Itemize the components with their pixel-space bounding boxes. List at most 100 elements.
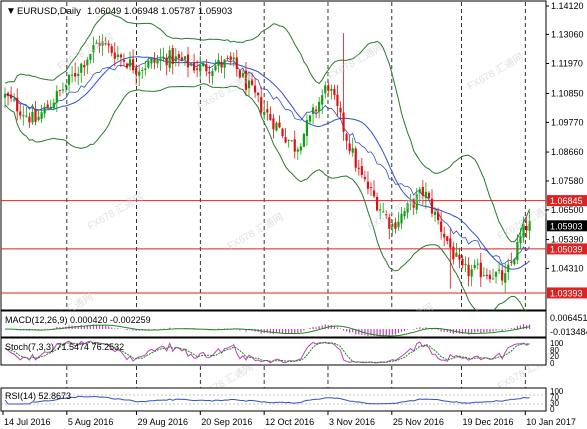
candle-body: [281, 128, 284, 137]
candle-body: [104, 43, 107, 45]
candle-body: [74, 73, 77, 77]
candle-body: [360, 166, 363, 175]
candle-body: [449, 238, 452, 248]
candle-body: [211, 71, 214, 77]
candle-body: [397, 221, 400, 228]
candle-body: [479, 262, 482, 278]
candle-body: [443, 233, 446, 238]
candle-body: [92, 45, 95, 53]
candle-body: [482, 275, 485, 277]
candle-body: [406, 203, 409, 213]
candle-body: [31, 111, 34, 123]
candle-body: [467, 264, 470, 277]
candle-body: [400, 213, 403, 224]
candle-body: [308, 115, 312, 122]
candle-body: [86, 59, 89, 66]
time-tick-label: 5 Aug 2016: [68, 417, 114, 427]
candle-body: [354, 148, 357, 168]
candle-body: [101, 41, 104, 46]
candle-body: [98, 42, 101, 46]
candle-body: [238, 70, 241, 78]
candle-body: [171, 48, 174, 65]
candle-body: [55, 90, 58, 103]
candle-body: [446, 236, 449, 242]
vertical-grid: [66, 2, 526, 411]
candle-body: [250, 79, 254, 85]
candle-body: [150, 58, 153, 64]
macd-tick-low: -0.013484: [550, 327, 587, 337]
candle-body: [46, 104, 49, 108]
candle-body: [491, 278, 495, 280]
rsi-label: RSI(14) 52.8673: [5, 391, 71, 401]
time-tick-label: 29 Aug 2016: [137, 417, 188, 427]
candle-body: [119, 54, 122, 58]
price-panel-frame: [0, 0, 547, 311]
candle-body: [122, 60, 126, 62]
rsi-panel-frame: [0, 387, 547, 412]
last-price-marker: 1.05903: [547, 220, 587, 232]
bollinger-lower: [4, 83, 530, 315]
chart-header-arrow: ▼: [6, 6, 16, 17]
candle-body: [110, 46, 113, 53]
candle-body: [196, 68, 199, 70]
candle-body: [290, 140, 293, 142]
candle-body: [330, 88, 333, 91]
candle-body: [516, 241, 519, 260]
candle-body: [247, 80, 251, 89]
time-tick-label: 19 Dec 2016: [462, 417, 513, 427]
candle-body: [132, 59, 135, 71]
candle-body: [513, 258, 516, 265]
candles: [3, 33, 531, 293]
time-tick-label: 14 Jul 2016: [4, 417, 51, 427]
candle-body: [141, 70, 144, 72]
candle-body: [336, 94, 339, 106]
candle-body: [168, 50, 171, 68]
price-tick-label: 1.09770: [551, 117, 584, 127]
candle-body: [351, 148, 354, 153]
price-tick-label: 1.06500: [551, 205, 584, 215]
candle-body: [49, 106, 52, 110]
candle-body: [174, 56, 177, 62]
candle-body: [403, 211, 406, 217]
candle-body: [421, 186, 424, 196]
candle-body: [473, 264, 476, 269]
horizontal-line-label-box: [547, 195, 587, 207]
candle-body: [476, 263, 479, 265]
candle-body: [13, 99, 16, 101]
candle-body: [342, 112, 345, 132]
rsi-tick-0: 0: [550, 405, 555, 414]
candle-body: [89, 53, 92, 61]
candle-body: [266, 109, 269, 113]
candle-body: [311, 107, 315, 114]
candle-body: [28, 116, 31, 123]
candle-body: [202, 63, 205, 67]
candle-body: [147, 60, 150, 68]
candle-body: [409, 200, 412, 202]
symbol-label: EURUSD,Daily: [17, 6, 81, 17]
candle-body: [501, 270, 504, 281]
price-tick-label: 1.13060: [551, 29, 584, 39]
candle-body: [455, 252, 458, 257]
candle-body: [40, 112, 43, 119]
stoch-signal-line: [4, 341, 530, 364]
candle-body: [229, 56, 232, 61]
candle-body: [263, 111, 266, 115]
price-tick-label: 1.05390: [551, 235, 584, 245]
candle-body: [458, 254, 461, 260]
rsi-line: [4, 395, 530, 405]
candle-body: [37, 116, 40, 121]
price-axis: 1.14120 1.13060 1.11970 1.10850 1.09770 1.086…: [546, 1, 584, 273]
candle-body: [67, 74, 71, 85]
candle-body: [528, 221, 531, 231]
candle-body: [153, 59, 156, 63]
candle-body: [159, 58, 162, 61]
time-axis: 14 Jul 2016 5 Aug 2016 29 Aug 2016 20 Sep 2…: [2, 411, 576, 427]
candle-body: [71, 74, 74, 76]
candle-body: [16, 97, 19, 112]
candle-body: [6, 93, 10, 97]
macd-label: MACD(12,26,9) 0.000420 -0.002259: [5, 315, 151, 325]
candle-body: [177, 54, 180, 59]
candle-body: [180, 57, 183, 61]
candle-body: [357, 167, 360, 169]
